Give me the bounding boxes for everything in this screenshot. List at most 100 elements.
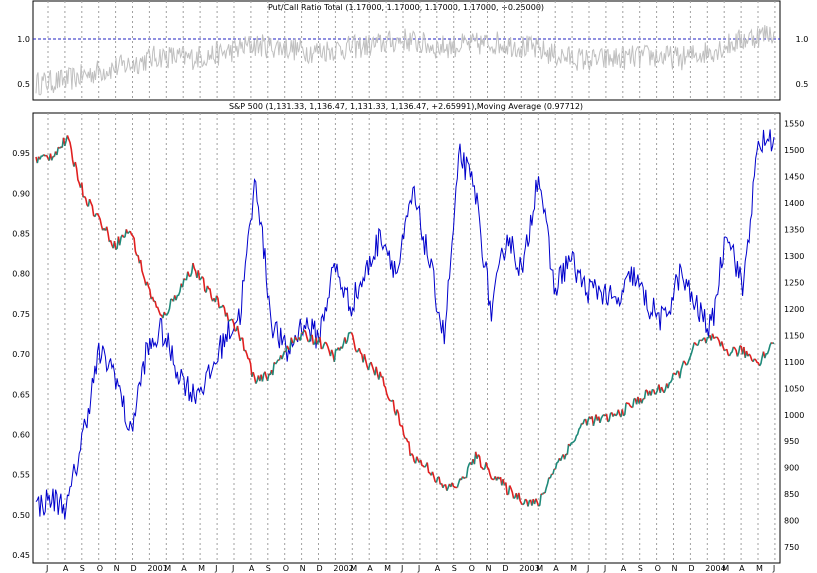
x-axis-tick-label: S [638,564,643,573]
sp500-path-segment [552,468,555,475]
sp500-path-segment [324,341,332,357]
x-axis-tick-label: A [621,564,627,573]
x-axis-tick-label: M [756,564,763,573]
sp500-path-segment [341,337,346,349]
right-axis-tick-label: 1150 [784,331,804,340]
x-axis-tick-label: O [283,564,289,573]
sp500-path-segment [451,482,458,489]
sp500-path-segment [438,476,442,485]
sp500-path-segment [345,331,352,345]
x-axis-tick-label: D [317,564,323,573]
sp500-path-segment [725,348,731,357]
sp500-path-segment [700,339,703,342]
sp500-path-segment [241,337,245,351]
sp500-path-segment [508,485,515,499]
sp500-path-segment [442,484,446,489]
sp500-path-segment [236,325,241,341]
put-call-title: Put/Call Ratio Total (1.17000, 1.17000, … [268,3,544,12]
sp500-path-segment [154,300,164,319]
right-axis-tick-label: 1350 [784,226,804,235]
x-axis-tick-label: S [452,564,457,573]
sp500-path-segment [281,350,286,360]
sp500-path-segment [266,373,270,382]
sp500-path-segment [563,453,567,460]
sp500-path-segment [129,230,138,256]
sp500-path-segment [94,213,97,218]
sp500-path-segment [465,461,472,478]
sp500-path-segment [477,454,485,471]
put-call-panel: Put/Call Ratio Total (1.17000, 1.17000, … [17,0,808,101]
sp500-path-segment [485,462,495,481]
sp500-path-segment [615,409,620,417]
sp500-path-segment [419,459,426,468]
sp500-path-segment [139,259,147,286]
right-axis-tick-label: 850 [784,490,799,499]
put-call-grid [47,1,776,100]
sp500-path-segment [165,298,173,316]
sp500-path-segment [592,414,597,426]
sp500-path-segment [569,423,583,447]
sp500-path-segment [56,147,59,156]
sp500-path-segment [685,342,695,366]
sp500-path-segment [303,329,309,342]
sp500-path-segment [74,161,82,188]
x-axis-tick-label: A [367,564,373,573]
sp500-path-segment [201,276,207,293]
x-axis-tick-label: A [249,564,255,573]
x-axis-tick-label: J [603,564,606,573]
left-axis-tick-label: 0.65 [12,390,30,399]
sp500-path-segment [274,359,279,365]
x-axis-tick-label: 2001 [147,564,167,573]
sp500-path-segment [226,312,230,322]
left-axis-tick-label: 0.50 [12,511,30,520]
sp500-path-segment [66,135,75,167]
sp500-path-segment [696,339,701,347]
x-axis-tick-label: 2003 [519,564,539,573]
right-axis-tick-label: 1500 [784,146,804,155]
sp500-path-segment [321,341,326,349]
right-axis-tick-label: 1250 [784,278,804,287]
x-axis-tick-label: M [722,564,729,573]
right-axis-tick-label: 950 [784,437,799,446]
sp500-path-segment [410,453,417,464]
sp500-path-segment [426,462,432,476]
sp500-path-segment [507,485,511,495]
x-axis-tick-label: 2004 [705,564,725,573]
sp500-path-segment [758,351,765,367]
sp500-path-segment [456,478,461,488]
sp500-path-segment [753,358,761,367]
sp500-path-segment [222,304,227,317]
sp500-path-segment [720,341,726,351]
sp500-path-segment [625,402,633,409]
sp500-path-segment [115,236,120,251]
x-axis-tick-label: J [586,564,589,573]
x-axis-tick-label: J [772,564,775,573]
x-axis-tick-label: N [486,564,492,573]
left-axis-tick-label: 0.45 [12,551,30,560]
sp500-path-segment [549,473,553,479]
sp500-path-segment [711,333,716,339]
right-axis-tick-label: 800 [784,517,799,526]
left-axis-tick-label: 0.55 [12,471,30,480]
x-axis-tick-label: J [231,564,234,573]
x-axis-tick-label: J [214,564,217,573]
x-axis-tick-label: M [350,564,357,573]
sp500-path-segment [540,493,543,496]
moving-average-path [35,129,775,520]
x-axis-tick-label: A [181,564,187,573]
sp500-path-segment [524,498,529,507]
sp500-path-segment [723,349,727,352]
right-axis-tick-label: 1100 [784,358,804,367]
x-axis-tick-label: M [164,564,171,573]
sp500-path-segment [218,304,224,309]
sp500-path-segment [693,341,698,346]
sp500-path-segment [370,361,376,376]
sp500-path-segment [715,336,722,347]
sp500-path-segment [312,337,317,346]
sp500-path-segment [586,416,591,426]
sp500-path-segment [319,337,323,350]
sp500-path-segment [105,226,111,242]
x-axis-tick-label: N [114,564,120,573]
sp500-price-line [35,135,775,507]
right-axis-tick-label: 1300 [784,252,804,261]
